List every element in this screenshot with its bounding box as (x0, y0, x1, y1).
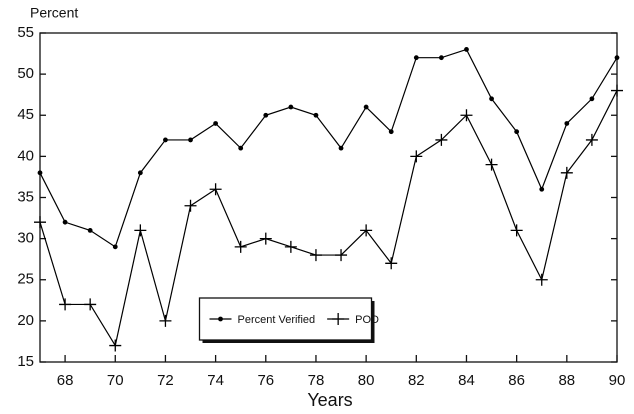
x-tick-label: 70 (107, 372, 124, 389)
point (159, 314, 172, 327)
point (464, 47, 469, 52)
point (410, 150, 423, 163)
y-axis-label: Percent (30, 5, 78, 21)
point (163, 137, 168, 143)
point (209, 183, 222, 196)
point (535, 273, 548, 286)
series-line (39, 90, 618, 348)
point (514, 129, 520, 135)
point (263, 112, 269, 118)
point (213, 121, 219, 126)
point (284, 240, 297, 253)
y-tick-label: 20 (17, 312, 34, 329)
point (564, 121, 570, 126)
legend-marker (218, 316, 223, 322)
point (611, 84, 623, 97)
point (238, 145, 244, 151)
point (589, 96, 595, 102)
point (335, 249, 348, 262)
point (460, 109, 473, 122)
point (184, 199, 197, 212)
point (84, 298, 97, 311)
x-tick-label: 84 (458, 372, 475, 389)
x-tick-label: 86 (508, 372, 525, 389)
y-tick-label: 45 (17, 106, 34, 123)
x-tick-label: 80 (358, 372, 375, 389)
point (385, 257, 398, 270)
point (188, 137, 193, 143)
point (234, 240, 247, 253)
point (360, 224, 373, 237)
y-tick-label: 35 (17, 188, 34, 205)
point (614, 55, 620, 61)
x-tick-label: 72 (157, 372, 174, 389)
legend-marker (332, 313, 345, 325)
point (338, 145, 344, 151)
x-tick-label: 82 (408, 372, 425, 389)
point (560, 166, 573, 179)
y-tick-label: 50 (17, 65, 34, 82)
point (388, 129, 394, 135)
y-tick-label: 40 (17, 147, 34, 164)
point (585, 133, 598, 146)
y-tick-label: 25 (17, 271, 34, 288)
legend-label: Percent Verified (238, 314, 316, 326)
legend-label: POD (355, 314, 379, 326)
x-tick-label: 68 (57, 372, 74, 389)
x-tick-label: 74 (207, 372, 224, 389)
x-tick-label: 88 (558, 372, 575, 389)
x-tick-label: 90 (609, 372, 626, 389)
point (134, 224, 147, 237)
y-tick-label: 30 (17, 230, 34, 247)
point (137, 170, 143, 176)
point (313, 112, 319, 118)
x-axis-label: Years (307, 390, 352, 410)
point (413, 55, 419, 61)
point (363, 104, 369, 110)
y-tick-label: 55 (17, 24, 34, 41)
x-tick-label: 76 (257, 372, 274, 389)
series-line (39, 48, 618, 248)
point (309, 249, 322, 262)
point (37, 170, 43, 176)
x-tick-label: 78 (308, 372, 325, 389)
point (288, 104, 294, 110)
point (510, 224, 523, 237)
point (34, 216, 46, 229)
point (539, 186, 545, 192)
point (112, 244, 118, 250)
point (485, 158, 498, 171)
y-tick-label: 15 (17, 353, 34, 370)
point (259, 232, 272, 245)
point (438, 55, 444, 61)
point (62, 219, 68, 225)
point (109, 339, 122, 352)
point (489, 96, 494, 102)
point (87, 228, 93, 233)
point (59, 298, 72, 311)
point (435, 133, 448, 146)
